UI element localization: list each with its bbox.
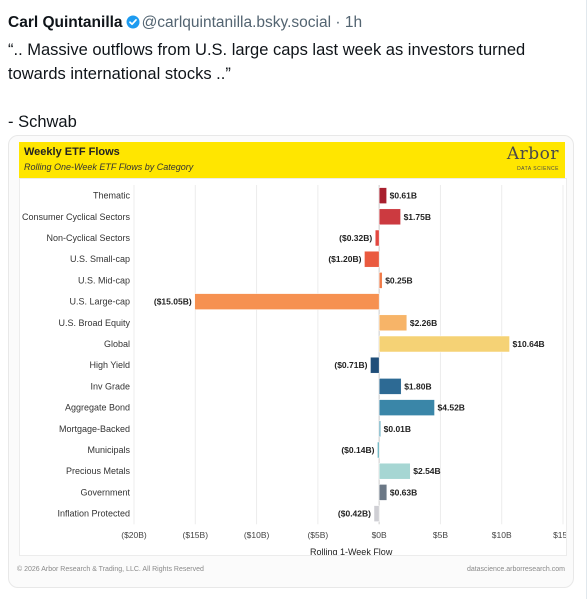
data-label: $0.25B: [385, 275, 412, 285]
category-label: Mortgage-Backed: [59, 424, 130, 434]
x-axis-label: Rolling 1-Week Flow: [310, 547, 393, 555]
chart-title: Weekly ETF Flows: [24, 146, 120, 158]
chart-area: Thematic $0.61B Consumer Cyclical Sectors $…: [19, 178, 573, 557]
data-label: $1.75B: [404, 212, 431, 222]
x-tick-label: ($20B): [121, 530, 147, 540]
category-label: Inflation Protected: [57, 509, 130, 519]
data-label: $0.01B: [384, 424, 411, 434]
author-name[interactable]: Carl Quintanilla: [8, 14, 123, 31]
author-handle[interactable]: @carlquintanilla.bsky.social: [141, 14, 332, 31]
bar: [378, 399, 435, 416]
chart-subtitle: Rolling One-Week ETF Flows by Category: [24, 162, 194, 172]
post-header: Carl Quintanilla @carlquintanilla.bsky.so…: [8, 14, 362, 34]
data-label: ($0.14B): [341, 445, 374, 455]
verified-badge-icon: [126, 15, 140, 34]
x-tick-label: $0B: [372, 530, 387, 540]
bar: [377, 441, 380, 459]
category-label: U.S. Small-cap: [70, 254, 130, 264]
separator-dot: ·: [335, 14, 341, 31]
category-label: Inv Grade: [90, 381, 130, 391]
post-text: “.. Massive outflows from U.S. large cap…: [8, 41, 526, 131]
x-tick-label: ($15B): [183, 530, 209, 540]
bar: [374, 229, 380, 247]
bar: [378, 484, 388, 501]
bar: [378, 272, 383, 289]
bar: [370, 356, 380, 374]
copyright-text: © 2026 Arbor Research & Trading, LLC. Al…: [17, 566, 204, 573]
logo-subtext: DATA SCIENCE: [517, 166, 559, 172]
bar: [378, 314, 408, 332]
category-label: Municipals: [87, 445, 130, 455]
source-url: datascience.arborresearch.com: [466, 566, 565, 573]
arbor-logo: Arbor DATA SCIENCE: [503, 144, 559, 176]
data-label: $10.64B: [513, 339, 545, 349]
x-tick-label: ($10B): [244, 530, 270, 540]
x-tick-label: $5B: [433, 530, 448, 540]
logo-text: Arbor: [506, 144, 559, 164]
category-label: Government: [80, 487, 130, 497]
data-label: $4.52B: [438, 403, 465, 413]
embedded-image[interactable]: Weekly ETF Flows Rolling One-Week ETF Fl…: [8, 135, 574, 588]
data-label: ($15.05B): [154, 297, 192, 307]
data-label: $1.80B: [404, 381, 431, 391]
category-label: Consumer Cyclical Sectors: [22, 212, 131, 222]
data-label: ($0.42B): [338, 509, 371, 519]
data-label: ($0.71B): [334, 360, 367, 370]
data-label: ($0.32B): [339, 233, 372, 243]
category-label: Precious Metals: [66, 466, 131, 476]
bar: [364, 250, 380, 268]
bar: [378, 187, 387, 204]
data-label: $0.61B: [390, 191, 417, 201]
bar: [373, 505, 380, 522]
bar: [194, 293, 380, 310]
data-label: $2.54B: [413, 466, 440, 476]
category-label: Thematic: [93, 191, 131, 201]
category-label: U.S. Mid-cap: [78, 275, 130, 285]
bar: [378, 335, 510, 353]
x-tick-label: ($5B): [307, 530, 328, 540]
bar: [378, 208, 401, 226]
category-label: High Yield: [89, 360, 130, 370]
x-tick-label: $10B: [492, 530, 512, 540]
data-label: ($1.20B): [328, 254, 361, 264]
etf-flows-chart: Thematic $0.61B Consumer Cyclical Sectors $…: [22, 185, 573, 557]
x-tick-label: $15B: [553, 530, 566, 540]
category-label: Non-Cyclical Sectors: [46, 233, 130, 243]
category-label: U.S. Large-cap: [69, 297, 130, 307]
category-label: U.S. Broad Equity: [58, 318, 130, 328]
data-label: $0.63B: [390, 487, 417, 497]
bar: [378, 420, 381, 438]
chart-banner: Weekly ETF Flows Rolling One-Week ETF Fl…: [19, 142, 565, 178]
bar: [378, 378, 402, 395]
category-label: Global: [104, 339, 130, 349]
data-label: $2.26B: [410, 318, 437, 328]
post-timestamp[interactable]: 1h: [344, 14, 363, 31]
bar: [378, 462, 411, 480]
category-label: Aggregate Bond: [65, 403, 130, 413]
